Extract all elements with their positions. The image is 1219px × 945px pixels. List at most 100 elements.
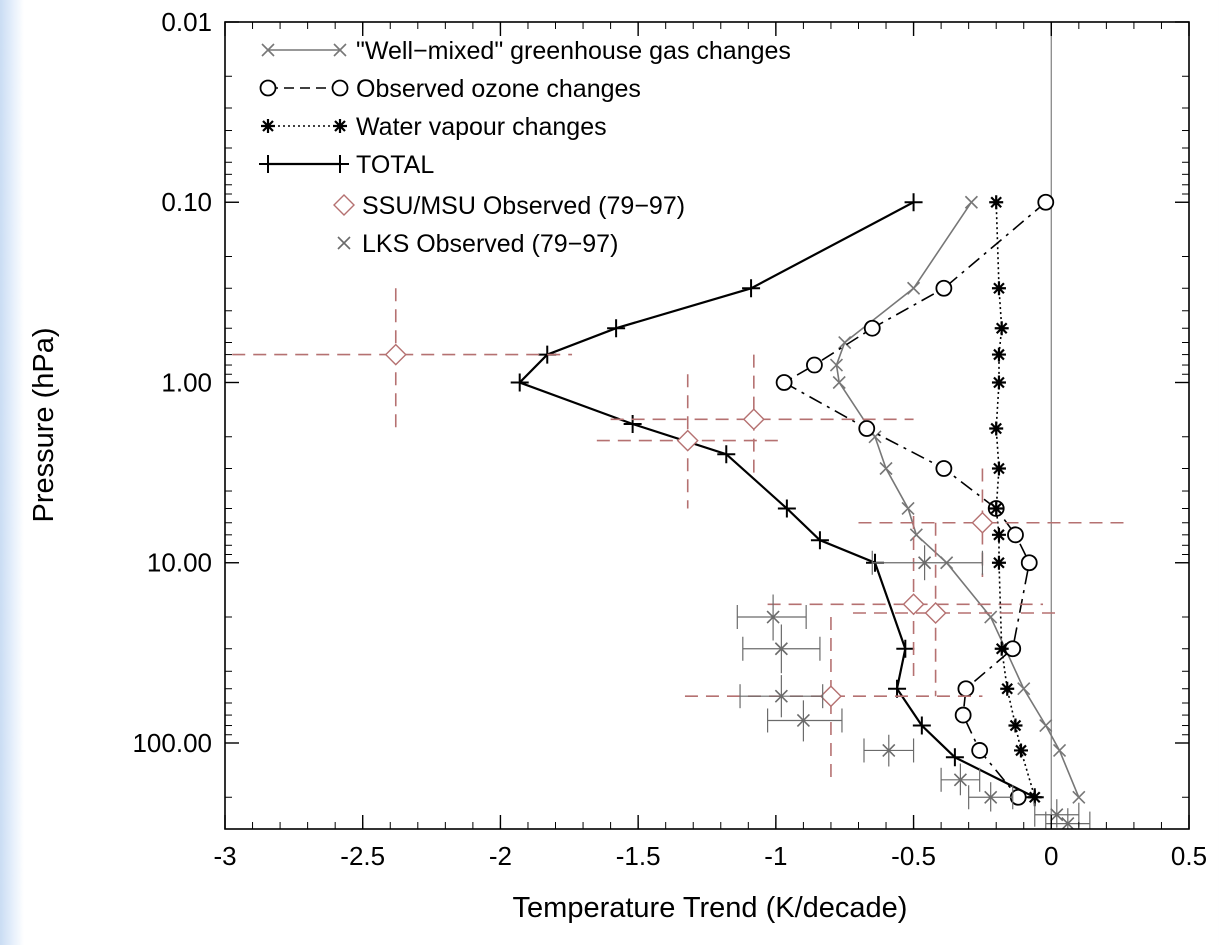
legend-marker	[333, 43, 347, 57]
y-tick-label: 1.00	[161, 367, 212, 397]
legend-marker	[333, 119, 347, 133]
data-point	[902, 593, 925, 616]
legend-label: SSU/MSU Observed (79−97)	[362, 192, 685, 220]
data-point	[858, 420, 876, 437]
y-tick-label: 0.10	[161, 187, 212, 217]
legend-marker	[261, 43, 275, 57]
data-point	[742, 279, 761, 298]
series-5	[736, 545, 1091, 829]
data-point	[907, 281, 921, 295]
data-point	[676, 429, 699, 452]
data-point	[766, 610, 780, 624]
data-point	[984, 790, 998, 804]
data-point	[1007, 526, 1024, 544]
data-point	[991, 375, 1006, 390]
legend-label: TOTAL	[356, 151, 434, 179]
data-point	[918, 556, 932, 570]
data-point	[510, 373, 529, 392]
data-point	[1061, 817, 1075, 829]
data-point	[717, 445, 736, 464]
data-point	[810, 531, 829, 550]
data-point	[384, 343, 407, 366]
x-tick-label: -2	[489, 841, 512, 871]
plot-area	[225, 22, 1126, 829]
series-2	[989, 195, 1042, 805]
data-point	[896, 639, 915, 658]
legend-label: LKS Observed (79−97)	[362, 230, 618, 258]
data-point	[777, 499, 796, 518]
data-point	[838, 335, 852, 350]
data-point	[879, 461, 893, 476]
data-point	[888, 679, 907, 698]
data-point	[953, 773, 967, 787]
data-point	[901, 501, 915, 516]
x-tick-label: -3	[213, 841, 236, 871]
data-point	[819, 685, 842, 708]
legend-marker	[259, 79, 277, 97]
plot-border	[224, 21, 1190, 830]
data-point	[989, 421, 1004, 436]
series-4	[225, 288, 1126, 785]
data-point	[1052, 743, 1067, 758]
data-point	[991, 347, 1006, 362]
data-point	[912, 716, 931, 735]
x-tick-label: 0.5	[1171, 841, 1207, 871]
x-axis-title: Temperature Trend (K/decade)	[513, 892, 908, 924]
data-point	[742, 408, 765, 431]
data-point	[989, 195, 1004, 210]
data-point	[882, 743, 896, 758]
series-3	[510, 193, 1044, 807]
data-point	[991, 527, 1006, 542]
data-point	[607, 319, 626, 338]
data-point	[989, 501, 1004, 516]
x-tick-label: -1.5	[616, 841, 661, 871]
data-point	[1072, 790, 1086, 804]
legend-marker	[259, 155, 277, 173]
y-tick-label: 0.01	[161, 7, 212, 37]
data-point	[909, 528, 923, 542]
plot-frame	[224, 21, 1190, 830]
legend-label: Water vapour changes	[356, 113, 607, 141]
series-line	[782, 201, 1047, 798]
data-point	[796, 713, 810, 728]
x-tick-label: 0	[1044, 841, 1058, 871]
legend-label: Observed ozone changes	[356, 75, 641, 103]
legend-item-3: TOTAL	[259, 151, 434, 179]
series-0	[829, 195, 1086, 804]
legend-marker	[333, 194, 355, 216]
data-point	[863, 319, 881, 337]
y-axis-title: Pressure (hPa)	[28, 327, 60, 522]
data-point	[1039, 718, 1053, 733]
legend-marker	[331, 155, 349, 173]
data-point	[991, 281, 1006, 296]
legend-marker	[337, 236, 351, 250]
y-tick-label: 100.00	[132, 728, 212, 758]
data-point	[991, 461, 1006, 476]
legend-item-1: Observed ozone changes	[259, 75, 641, 103]
data-point	[964, 195, 978, 209]
legend-item-5: LKS Observed (79−97)	[337, 230, 618, 258]
data-point	[775, 374, 793, 391]
data-point	[774, 689, 788, 703]
series-line	[835, 201, 1080, 798]
data-point	[994, 641, 1009, 656]
legend-marker	[261, 119, 275, 133]
legend-marker	[331, 79, 349, 97]
data-point	[806, 356, 823, 374]
x-tick-label: -2.5	[340, 841, 385, 871]
data-point	[1037, 193, 1055, 211]
data-point	[971, 742, 989, 759]
legend: "Well−mixed" greenhouse gas changes Obser…	[259, 37, 791, 258]
data-point	[1000, 681, 1015, 696]
data-point	[904, 193, 923, 212]
data-point	[829, 358, 844, 372]
legend-item-0: "Well−mixed" greenhouse gas changes	[261, 37, 791, 65]
data-point	[832, 375, 846, 390]
legend-item-4: SSU/MSU Observed (79−97)	[333, 192, 685, 220]
series-1	[775, 193, 1055, 806]
data-point	[1017, 682, 1031, 696]
data-point	[1008, 718, 1023, 733]
data-point	[945, 748, 964, 767]
